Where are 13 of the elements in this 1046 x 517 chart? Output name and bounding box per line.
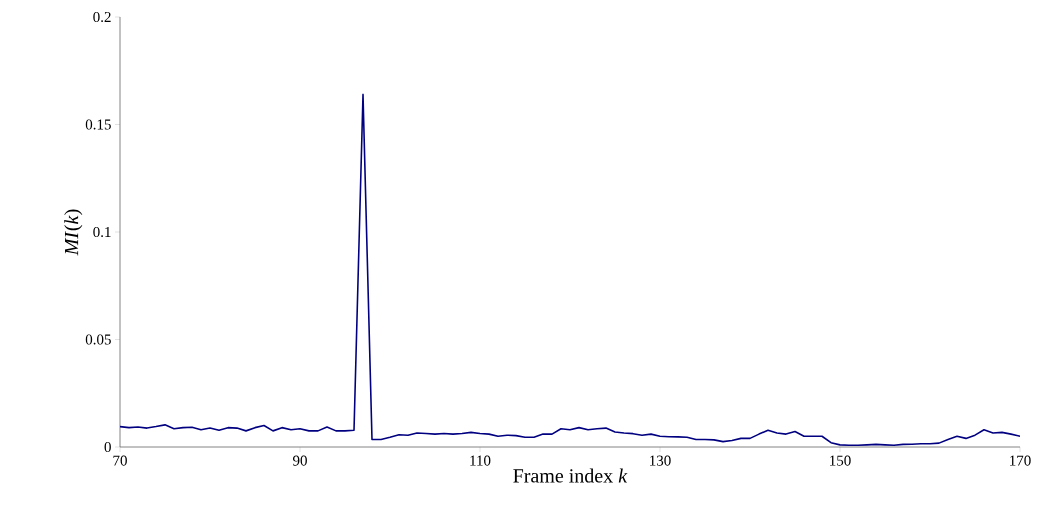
y-tick-label: 0.2 (93, 11, 111, 23)
x-tick-label: 150 (830, 455, 851, 466)
x-axis-title: Frame index k (513, 468, 628, 483)
x-tick-label: 130 (650, 455, 671, 466)
x-tick-label: 90 (292, 455, 307, 466)
y-axis-title: MI(k) (64, 209, 83, 256)
x-tick-label: 110 (470, 455, 491, 466)
x-tick-label: 170 (1010, 455, 1031, 466)
y-tick-label: 0 (104, 441, 111, 453)
y-tick-label: 0.15 (85, 119, 111, 130)
x-tick-label: 70 (113, 455, 127, 466)
y-tick-label: 0.05 (85, 334, 111, 345)
y-tick-label: 0.1 (93, 226, 111, 238)
